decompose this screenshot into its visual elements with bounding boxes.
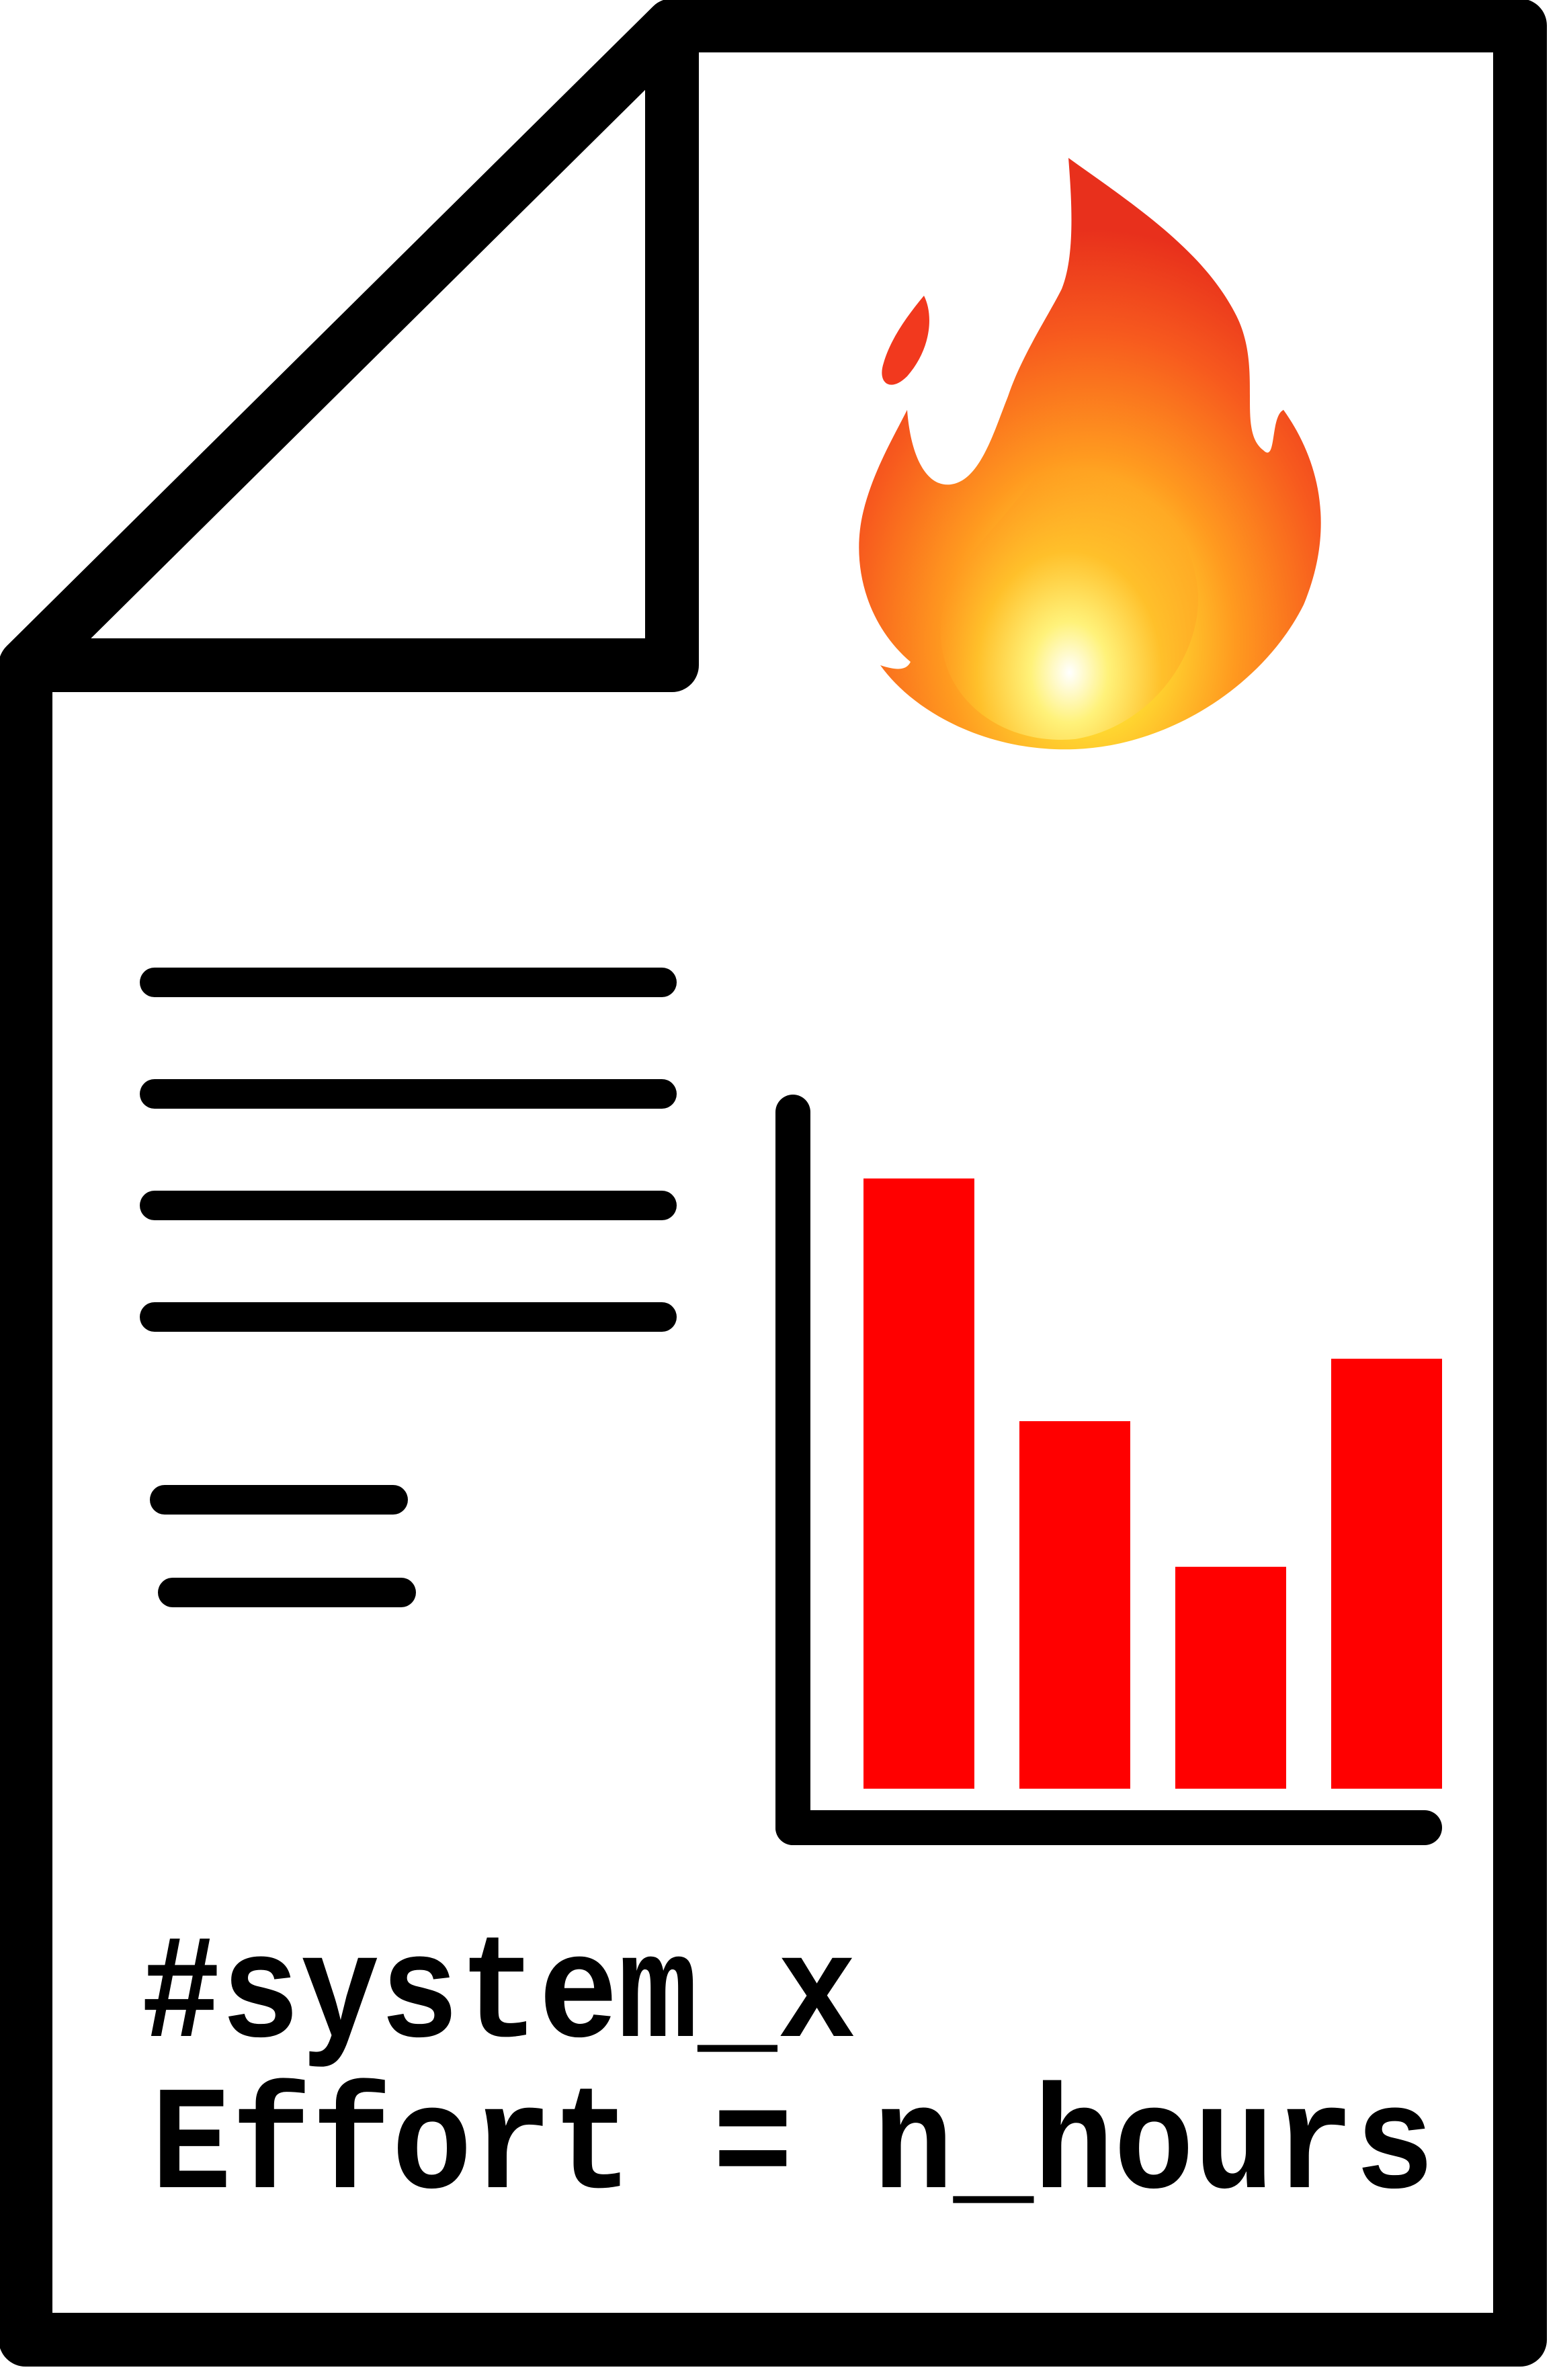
flame-inner: [941, 403, 1199, 740]
chart-bar-1: [863, 1178, 974, 1789]
bar-chart: [775, 1095, 1442, 1845]
fire-icon: [859, 158, 1321, 750]
flame-spark: [882, 296, 929, 385]
chart-bar-2: [1019, 1421, 1130, 1789]
text-lines: [140, 968, 677, 1607]
chart-bar-3: [1175, 1566, 1286, 1789]
chart-bars: [863, 1178, 1442, 1789]
folded-corner: [0, 0, 699, 692]
caption-line-1: #system_x: [141, 1914, 857, 2081]
chart-bar-4: [1331, 1359, 1442, 1789]
caption-line-2: Effort = n_hours: [151, 2065, 1435, 2232]
